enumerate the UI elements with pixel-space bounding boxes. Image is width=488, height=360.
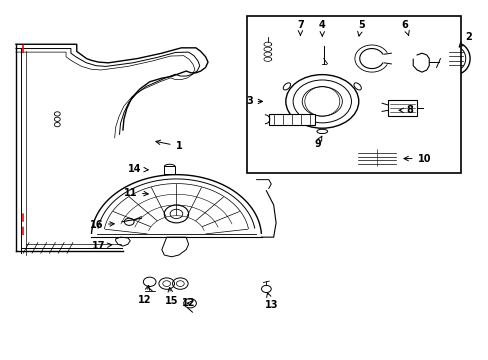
Text: 11: 11	[123, 188, 148, 198]
Text: 13: 13	[264, 293, 277, 310]
Text: 9: 9	[313, 136, 321, 149]
Text: 1: 1	[156, 140, 182, 151]
Text: 14: 14	[128, 164, 148, 174]
Text: 4: 4	[318, 19, 325, 36]
Bar	[268, 114, 314, 125]
Bar	[164, 166, 175, 174]
Text: 3: 3	[245, 96, 262, 107]
Text: 15: 15	[164, 287, 178, 306]
Bar	[246, 16, 460, 173]
Text: 12: 12	[182, 298, 195, 308]
Text: 10: 10	[403, 154, 430, 163]
Text: 8: 8	[398, 105, 412, 115]
Text: 7: 7	[296, 19, 303, 35]
Bar	[356, 149, 397, 166]
Text: 2: 2	[458, 32, 470, 47]
Bar	[387, 100, 416, 116]
Text: 5: 5	[357, 19, 364, 36]
Text: 12: 12	[138, 285, 151, 305]
Text: 17: 17	[92, 241, 112, 251]
Text: 6: 6	[401, 19, 408, 35]
Text: 16: 16	[89, 220, 114, 230]
